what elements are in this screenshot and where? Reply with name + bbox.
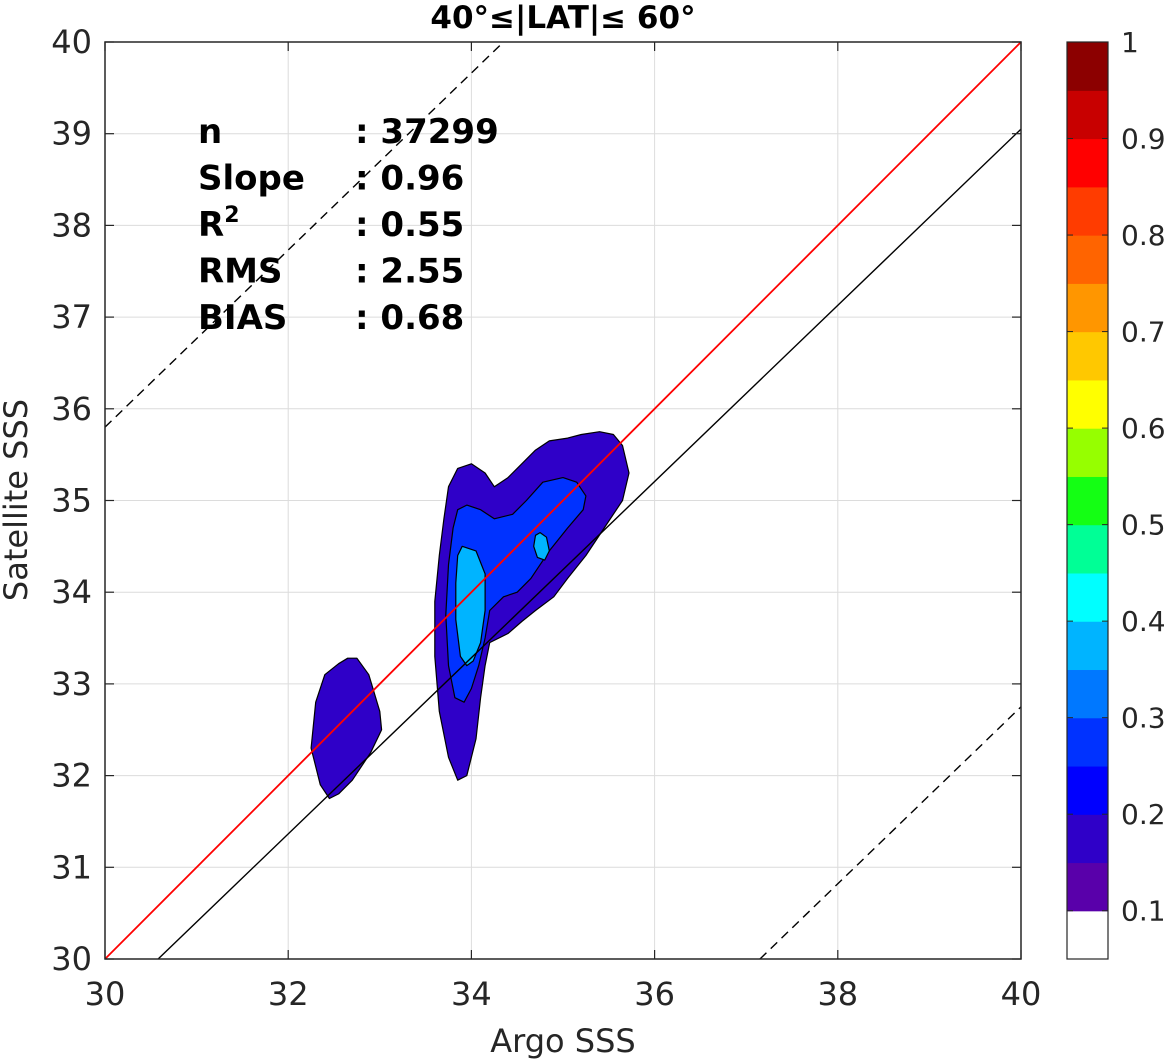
x-tick-label-3: 36 (634, 975, 675, 1013)
colorbar-segment-14 (1067, 235, 1108, 284)
lower-dashed-line (759, 706, 1021, 959)
y-tick-label-4: 34 (51, 573, 92, 611)
colorbar-segment-9 (1067, 476, 1108, 526)
colorbar-tick-label-8: 0.9 (1121, 123, 1166, 156)
colorbar-tick-label-1: 0.2 (1121, 798, 1166, 831)
stat-value-0: : 37299 (355, 112, 499, 152)
stat-value-2: : 0.55 (355, 205, 464, 245)
y-tick-label-0: 30 (51, 940, 92, 978)
contour-level-0.3-0 (455, 545, 486, 667)
colorbar-tick-label-2: 0.3 (1121, 702, 1166, 735)
colorbar-segment-11 (1067, 379, 1108, 429)
y-tick-label-1: 31 (51, 848, 92, 886)
colorbar-segment-6 (1067, 621, 1108, 671)
stat-value-3: : 2.55 (355, 252, 464, 292)
y-tick-label-9: 39 (51, 115, 92, 153)
y-tick-label-8: 38 (51, 206, 92, 244)
x-tick-label-0: 30 (85, 975, 126, 1013)
contour-level-0.2-0 (445, 477, 587, 703)
colorbar-segment-5 (1067, 669, 1108, 719)
y-tick-label-3: 33 (51, 665, 92, 703)
density-contours (310, 431, 630, 800)
regression-line (157, 128, 1021, 959)
colorbar-segment-0 (1067, 910, 1108, 960)
y-tick-label-2: 32 (51, 757, 92, 795)
colorbar-frame (1066, 41, 1109, 960)
reference-lines (105, 42, 1021, 959)
chart-title: 40°≤|LAT|≤ 60° (430, 0, 695, 36)
stat-key-0: n (198, 112, 222, 152)
y-tick-label-10: 40 (51, 23, 92, 61)
grid (104, 41, 1022, 960)
upper-dashed-line (105, 42, 504, 428)
colorbar-segment-12 (1067, 331, 1108, 381)
colorbar-segment-8 (1067, 524, 1108, 574)
colorbar-tick-label-4: 0.5 (1121, 509, 1166, 542)
x-tick-label-1: 32 (268, 975, 309, 1013)
y-tick-label-7: 37 (51, 298, 92, 336)
stat-key-1: Slope (198, 159, 305, 199)
colorbar-segment-2 (1067, 814, 1108, 864)
colorbar-tick-label-9: 1 (1121, 26, 1139, 59)
x-tick-label-5: 40 (1001, 975, 1042, 1013)
identity-line (105, 42, 1021, 959)
axis-ticks (104, 41, 1022, 960)
colorbar-segment-1 (1067, 862, 1108, 912)
contour-level-0.3-1 (533, 531, 550, 561)
stat-key-4: BIAS (198, 298, 287, 338)
stat-value-1: : 0.96 (355, 159, 464, 199)
colorbar-tick-label-0: 0.1 (1121, 895, 1166, 928)
x-tick-label-2: 34 (451, 975, 492, 1013)
colorbar-segment-13 (1067, 283, 1108, 333)
colorbar-segment-17 (1067, 90, 1108, 140)
y-axis-label: Satellite SSS (0, 399, 35, 601)
colorbar-segment-16 (1067, 138, 1108, 188)
colorbar-segment-15 (1067, 186, 1108, 236)
colorbar-segment-10 (1067, 428, 1108, 477)
colorbar: 0.1 0.2 0.3 0.4 0.5 0.6 0.7 0.8 0.9 1 (1066, 26, 1166, 960)
colorbar-tick-label-6: 0.7 (1121, 316, 1166, 349)
stat-value-4: : 0.68 (355, 298, 464, 338)
colorbar-segment-18 (1067, 42, 1108, 91)
colorbar-segment-3 (1067, 765, 1108, 815)
y-tick-label-6: 36 (51, 390, 92, 428)
colorbar-tick-label-5: 0.6 (1121, 412, 1166, 445)
colorbar-tick-label-3: 0.4 (1121, 605, 1166, 638)
colorbar-segment-4 (1067, 717, 1108, 767)
y-tick-label-5: 35 (51, 482, 92, 520)
x-axis-label: Argo SSS (490, 1022, 635, 1060)
colorbar-tick-label-7: 0.8 (1121, 219, 1166, 252)
contour-level-0.1-0 (310, 657, 383, 800)
colorbar-segment-7 (1067, 572, 1108, 622)
y-tick-labels: 30 31 32 33 34 35 36 37 38 39 40 (51, 23, 92, 978)
stat-key-3: RMS (198, 252, 283, 292)
x-tick-labels: 30 32 34 36 38 40 (85, 975, 1042, 1013)
x-tick-label-4: 38 (817, 975, 858, 1013)
